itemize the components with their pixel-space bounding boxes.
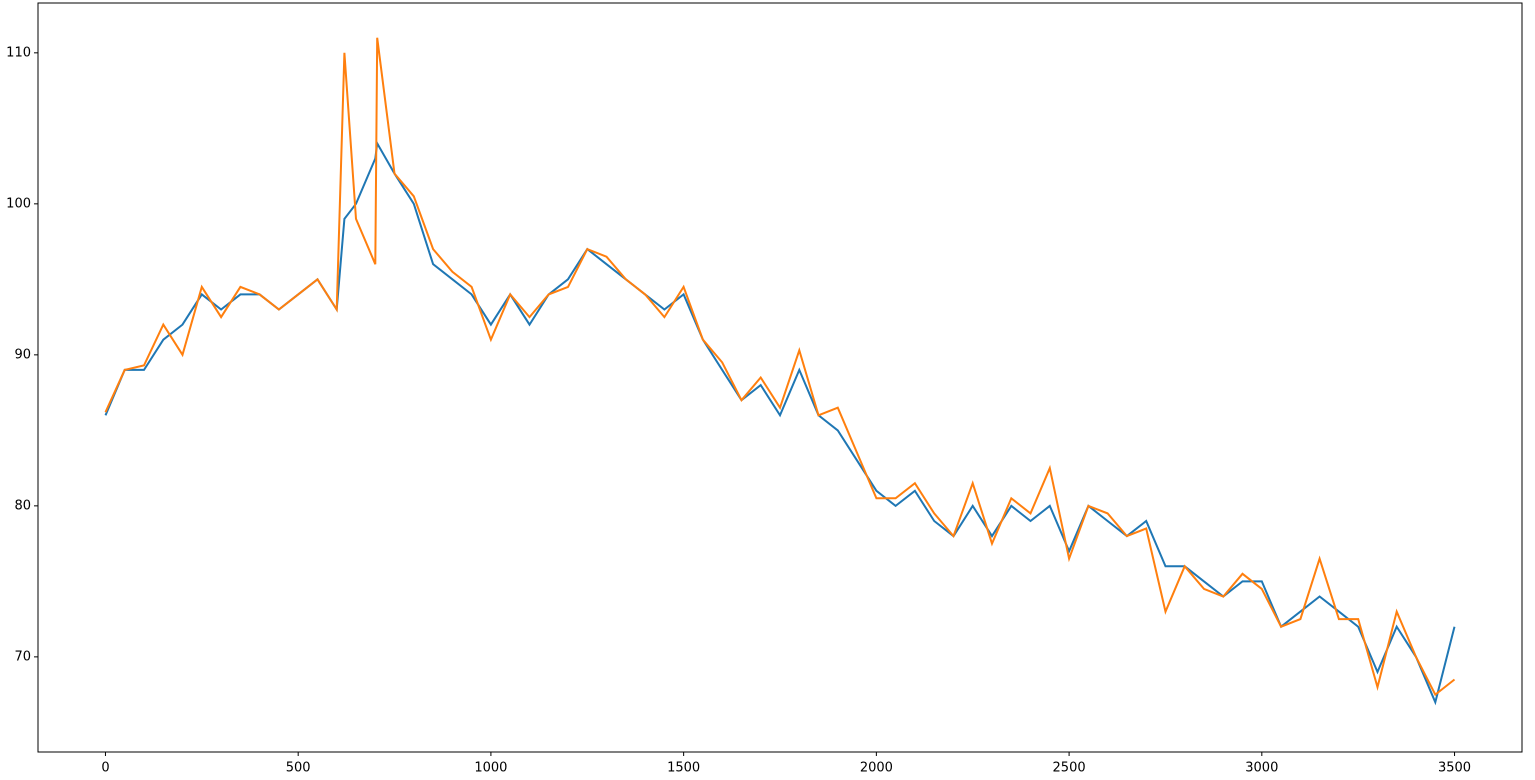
series-line bbox=[104, 140, 1456, 706]
x-tick-label: 3500 bbox=[1438, 761, 1471, 776]
y-tick-label: 90 bbox=[14, 347, 31, 362]
x-tick-label: 2000 bbox=[860, 761, 893, 776]
y-tick-label: 70 bbox=[14, 649, 31, 664]
y-tick-label: 100 bbox=[6, 196, 31, 211]
x-tick-label: 1000 bbox=[474, 761, 507, 776]
x-tick-label: 500 bbox=[286, 761, 311, 776]
y-tick-label: 80 bbox=[14, 498, 31, 513]
x-tick-label: 1500 bbox=[667, 761, 700, 776]
x-tick-label: 2500 bbox=[1053, 761, 1086, 776]
x-tick-label: 0 bbox=[101, 761, 109, 776]
y-tick-label: 110 bbox=[6, 45, 31, 60]
plot-frame bbox=[37, 2, 1523, 753]
x-tick-label: 3000 bbox=[1245, 761, 1278, 776]
series-line bbox=[104, 37, 1456, 697]
